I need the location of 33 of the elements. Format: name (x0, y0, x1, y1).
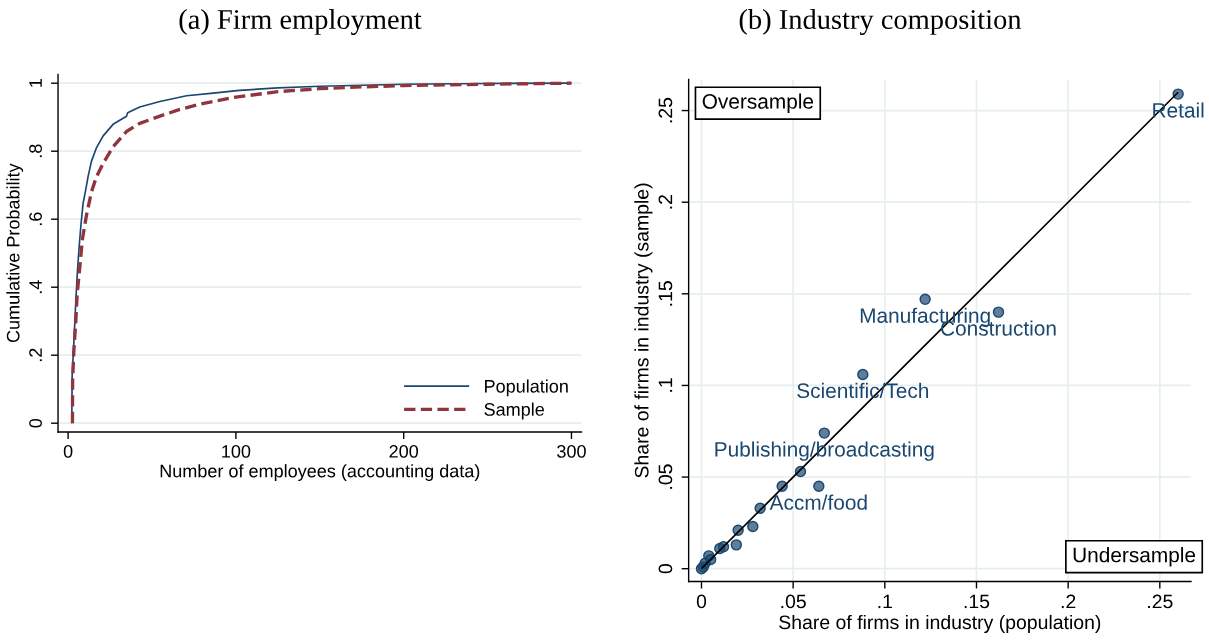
y-tick-label: .4 (29, 280, 42, 294)
legend-label: Sample (484, 402, 544, 420)
y-tick-label: .2 (658, 195, 673, 209)
x-tick-label: .05 (781, 594, 806, 609)
x-tick-label: .15 (964, 594, 990, 609)
x-axis-title: Share of firms in industry (population) (779, 614, 1101, 634)
x-tick-label: 0 (63, 445, 73, 458)
y-tick-label: .8 (29, 144, 42, 158)
chart-title: (b) Industry composition (739, 9, 1022, 35)
y-tick-label: 0 (658, 564, 673, 574)
x-tick-label: 100 (222, 445, 251, 458)
y-tick-label: .25 (658, 97, 673, 123)
annotation: Oversample (702, 93, 814, 113)
y-tick-label: 1 (29, 79, 42, 87)
y-tick-label: 0 (29, 418, 42, 428)
x-tick-label: .1 (878, 594, 892, 609)
legend-label: Population (485, 379, 568, 397)
y-tick-label: .15 (658, 281, 673, 306)
x-axis-title: Number of employees (accounting data) (160, 464, 480, 481)
y-axis-title: Share of firms in industry (sample) (634, 183, 653, 478)
x-tick-label: 200 (389, 445, 419, 458)
y-tick-label: .05 (658, 464, 673, 489)
x-tick-label: 300 (557, 445, 586, 458)
y-axis-title: Cumulative Probability (6, 163, 24, 343)
y-tick-label: .2 (29, 348, 42, 362)
data-label: Accm/food (769, 494, 867, 510)
y-tick-label: .1 (658, 378, 673, 392)
x-tick-label: .2 (1061, 594, 1076, 609)
x-tick-label: 0 (696, 594, 707, 609)
annotation: Undersample (1073, 547, 1196, 567)
chart-title: (a) Firm employment (179, 9, 422, 35)
y-tick-label: .6 (29, 212, 42, 226)
x-tick-label: .25 (1148, 594, 1173, 609)
